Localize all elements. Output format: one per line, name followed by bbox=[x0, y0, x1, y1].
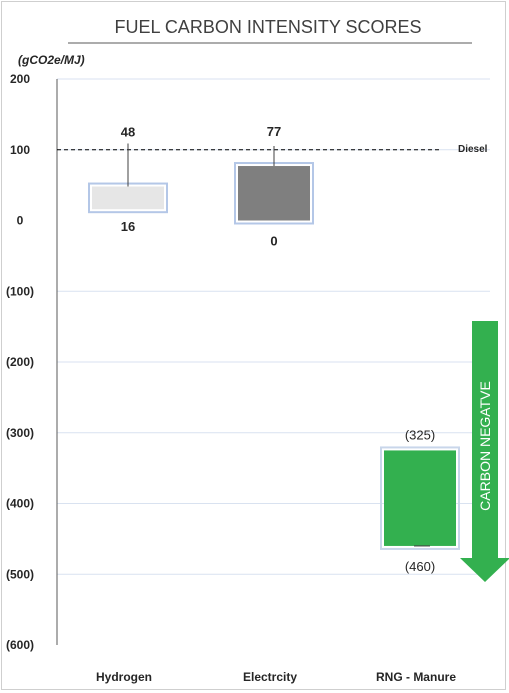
x-category-label: Hydrogen bbox=[96, 670, 152, 684]
high-value-label: (325) bbox=[405, 427, 435, 442]
x-axis-categories: Hydrogen Electrcity RNG - Manure bbox=[96, 670, 456, 684]
y-tick-label: (200) bbox=[6, 355, 34, 369]
y-tick-label: 0 bbox=[17, 214, 24, 228]
carbon-negative-arrow-group: CARBON NEGATVE bbox=[460, 321, 509, 582]
x-category-label: Electrcity bbox=[243, 670, 297, 684]
x-category-label: RNG - Manure bbox=[376, 670, 456, 684]
y-tick-label: (300) bbox=[6, 426, 34, 440]
reference-line-group: Diesel bbox=[57, 144, 488, 155]
bar-outline bbox=[380, 446, 460, 550]
bar-hydrogen bbox=[92, 186, 164, 210]
y-tick-label: 200 bbox=[10, 72, 30, 86]
diesel-reference-label: Diesel bbox=[458, 144, 488, 155]
bar-electrcity bbox=[238, 166, 310, 221]
high-value-label: 48 bbox=[121, 125, 135, 140]
low-value-label: (460) bbox=[405, 559, 435, 574]
high-value-label: 77 bbox=[267, 124, 281, 139]
y-tick-label: (100) bbox=[6, 284, 34, 298]
data-labels: 48 16 77 0 (325) (460) bbox=[121, 124, 435, 574]
bar-rng-manure bbox=[384, 450, 456, 546]
chart-title: FUEL CARBON INTENSITY SCORES bbox=[114, 17, 421, 37]
y-axis-unit-label: (gCO2e/MJ) bbox=[18, 53, 85, 67]
bars bbox=[88, 143, 460, 550]
y-tick-label: (400) bbox=[6, 497, 34, 511]
low-value-label: 16 bbox=[121, 219, 135, 234]
y-tick-label: 100 bbox=[10, 143, 30, 157]
carbon-negative-label: CARBON NEGATVE bbox=[477, 381, 493, 511]
y-tick-label: (500) bbox=[6, 567, 34, 581]
low-value-label: 0 bbox=[270, 234, 277, 249]
carbon-negative-arrow bbox=[460, 321, 509, 582]
y-axis-ticks: 200 100 0 (100) (200) (300) (400) (500) (600) bbox=[6, 72, 34, 652]
y-tick-label: (600) bbox=[6, 638, 34, 652]
